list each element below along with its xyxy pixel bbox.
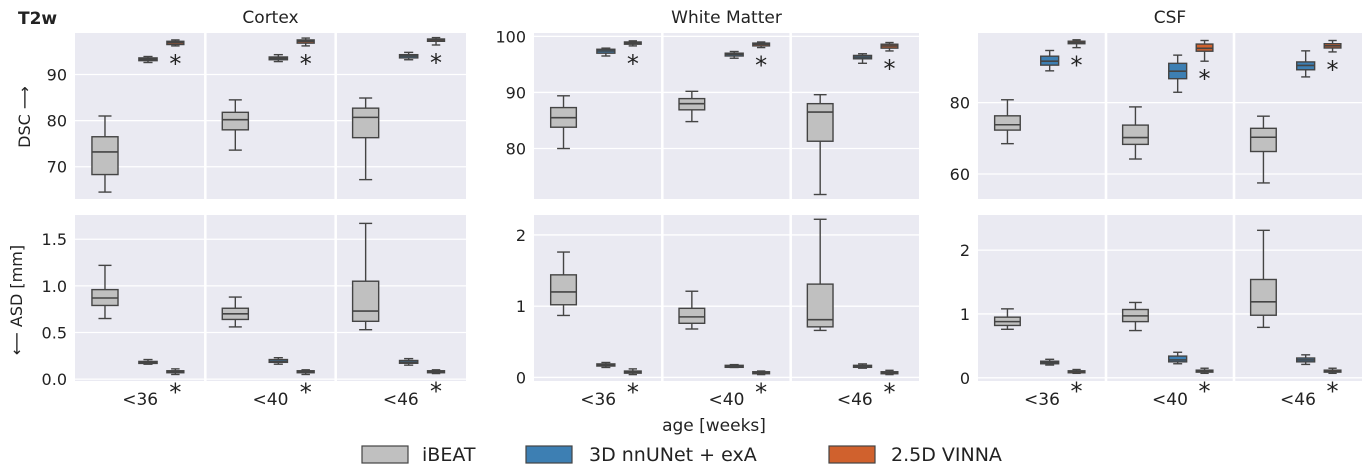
dsc-axis-label: DSC ⟶ [15, 86, 34, 148]
significance-marker: * [1199, 377, 1211, 405]
box-iqr [995, 116, 1021, 130]
x-tick-label: <46 [383, 390, 419, 410]
age-axis-label: age [weeks] [662, 416, 766, 436]
box-iqr [222, 112, 248, 130]
x-tick-label: <40 [1152, 390, 1188, 410]
panel-2: 60 80 CSF * * * [950, 8, 1362, 199]
significance-marker: * [169, 50, 181, 78]
legend: iBEAT 3D nnUNet + exA 2.5D VINNA [362, 444, 1002, 465]
panel-4: 0 1 2 <36 <40 <46 * * * [516, 215, 919, 410]
significance-marker: * [169, 378, 181, 406]
y-tick-label: 80 [47, 112, 67, 131]
significance-marker: * [300, 378, 312, 406]
significance-marker: * [755, 52, 767, 80]
significance-marker: * [430, 378, 442, 406]
panel-title: White Matter [671, 8, 782, 28]
significance-marker: * [627, 50, 639, 78]
significance-marker: * [430, 49, 442, 77]
x-tick-label: <36 [580, 390, 616, 410]
legend-label-vinna: 2.5D VINNA [891, 444, 1002, 465]
significance-marker: * [1327, 56, 1339, 84]
y-tick-label: 0.0 [42, 370, 67, 389]
y-tick-label: 90 [47, 66, 67, 85]
x-tick-label: <36 [122, 390, 158, 410]
panel-title: Cortex [242, 8, 298, 28]
y-tick-label: 90 [506, 83, 526, 102]
y-tick-label: 1.0 [42, 277, 67, 296]
panel-0: 70 80 90 Cortex * * * [47, 8, 466, 199]
box-iqr [1251, 128, 1277, 151]
box-iqr [353, 281, 379, 321]
box-2-5d-vinna-2: * [1324, 40, 1341, 83]
legend-swatch-vinna [829, 446, 875, 463]
x-tick-label: <40 [709, 390, 745, 410]
panel-title: CSF [1154, 8, 1186, 28]
box-2-5d-vinna-1: * [1196, 40, 1213, 93]
significance-marker: * [1199, 65, 1211, 93]
legend-label-nnunet: 3D nnUNet + exA [589, 444, 757, 465]
y-tick-label: 1.5 [42, 230, 67, 249]
box-iqr [807, 104, 833, 142]
y-tick-label: 0.5 [42, 324, 67, 343]
y-tick-label: 1 [960, 305, 970, 324]
panel-5: 0 1 2 <36 <40 <46 * * * [960, 215, 1362, 410]
y-tick-label: 0 [516, 368, 526, 387]
y-tick-label: 100 [495, 27, 526, 46]
box-iqr [92, 137, 118, 175]
box-iqr [1169, 356, 1187, 362]
y-tick-label: 2 [960, 241, 970, 260]
panel-3: 0.0 0.5 1.0 1.5 <36 <40 <46 * * * [42, 215, 466, 410]
significance-marker: * [883, 55, 895, 83]
x-tick-label: <36 [1024, 390, 1060, 410]
x-tick-label: <46 [1280, 390, 1316, 410]
significance-marker: * [627, 379, 639, 407]
y-tick-label: 1 [516, 297, 526, 316]
box-iqr [353, 108, 379, 138]
significance-marker: * [300, 50, 312, 78]
figure-tag: T2w [18, 9, 57, 29]
box-iqr [1123, 125, 1149, 144]
significance-marker: * [883, 379, 895, 407]
y-tick-label: 60 [950, 165, 970, 184]
y-tick-label: 80 [506, 140, 526, 159]
legend-label-ibeat: iBEAT [422, 444, 476, 465]
x-tick-label: <46 [837, 390, 873, 410]
box-3d-nnunet-exa-1 [725, 365, 743, 368]
plot-area [75, 215, 466, 381]
box-iqr [679, 308, 705, 323]
significance-marker: * [1071, 52, 1083, 80]
y-tick-label: 0 [960, 369, 970, 388]
significance-marker: * [755, 379, 767, 407]
y-tick-label: 2 [516, 226, 526, 245]
legend-swatch-ibeat [362, 446, 408, 463]
plot-area [534, 215, 919, 381]
x-tick-label: <40 [253, 390, 289, 410]
y-tick-label: 80 [950, 94, 970, 113]
asd-axis-label: ⟵ ASD [mm] [7, 245, 26, 355]
significance-marker: * [1071, 377, 1083, 405]
legend-swatch-nnunet [526, 446, 572, 463]
box-3d-nnunet-exa-0 [597, 362, 615, 367]
box-iqr [551, 275, 577, 305]
significance-marker: * [1327, 377, 1339, 405]
y-tick-label: 70 [47, 158, 67, 177]
panel-1: 80 90 100 White Matter * * * [495, 8, 919, 199]
box-2-5d-vinna-2: * [881, 43, 898, 83]
box-iqr [1251, 279, 1277, 315]
